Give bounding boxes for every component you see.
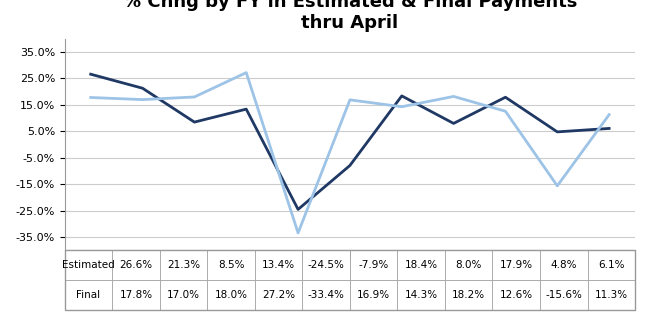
Text: Estimated: Estimated <box>62 260 115 270</box>
FancyBboxPatch shape <box>65 280 112 310</box>
FancyBboxPatch shape <box>492 280 540 310</box>
Text: 13.4%: 13.4% <box>262 260 295 270</box>
FancyBboxPatch shape <box>540 280 588 310</box>
Text: 12.6%: 12.6% <box>500 290 533 300</box>
FancyBboxPatch shape <box>112 250 160 280</box>
Text: 06: 06 <box>135 255 150 264</box>
Text: 09: 09 <box>291 255 305 264</box>
FancyBboxPatch shape <box>112 280 160 310</box>
FancyBboxPatch shape <box>207 280 255 310</box>
FancyBboxPatch shape <box>445 280 492 310</box>
FancyBboxPatch shape <box>588 280 635 310</box>
FancyBboxPatch shape <box>397 250 445 280</box>
Text: 17.8%: 17.8% <box>119 290 153 300</box>
Text: 07: 07 <box>187 255 202 264</box>
Text: 11: 11 <box>395 255 409 264</box>
FancyBboxPatch shape <box>255 280 303 310</box>
FancyBboxPatch shape <box>65 250 112 280</box>
Text: 18.4%: 18.4% <box>404 260 438 270</box>
Text: -15.6%: -15.6% <box>546 290 582 300</box>
FancyBboxPatch shape <box>540 250 588 280</box>
FancyBboxPatch shape <box>588 250 635 280</box>
Text: 14: 14 <box>550 255 564 264</box>
Text: 10: 10 <box>343 255 357 264</box>
Text: 18.0%: 18.0% <box>214 290 248 300</box>
Text: 16.9%: 16.9% <box>357 290 390 300</box>
Text: 8.5%: 8.5% <box>218 260 244 270</box>
FancyBboxPatch shape <box>255 250 303 280</box>
Text: 17.0%: 17.0% <box>167 290 200 300</box>
FancyBboxPatch shape <box>397 280 445 310</box>
FancyBboxPatch shape <box>303 250 350 280</box>
Text: 11.3%: 11.3% <box>595 290 628 300</box>
Text: Final: Final <box>76 290 100 300</box>
FancyBboxPatch shape <box>492 250 540 280</box>
FancyBboxPatch shape <box>160 280 207 310</box>
Text: 8.0%: 8.0% <box>456 260 482 270</box>
Text: 18.2%: 18.2% <box>452 290 485 300</box>
FancyBboxPatch shape <box>350 280 397 310</box>
Text: 4.8%: 4.8% <box>551 260 577 270</box>
Text: -24.5%: -24.5% <box>308 260 345 270</box>
Text: 05: 05 <box>84 255 98 264</box>
Text: 26.6%: 26.6% <box>119 260 153 270</box>
FancyBboxPatch shape <box>445 250 492 280</box>
Text: 21.3%: 21.3% <box>167 260 200 270</box>
FancyBboxPatch shape <box>350 250 397 280</box>
Text: 08: 08 <box>239 255 253 264</box>
Text: 12: 12 <box>446 255 461 264</box>
Title: % Chng by FY in Estimated & Final Payments
thru April: % Chng by FY in Estimated & Final Paymen… <box>122 0 577 32</box>
FancyBboxPatch shape <box>160 250 207 280</box>
Text: -7.9%: -7.9% <box>358 260 389 270</box>
Text: 17.9%: 17.9% <box>500 260 533 270</box>
Text: 14.3%: 14.3% <box>404 290 438 300</box>
Text: 6.1%: 6.1% <box>598 260 625 270</box>
Text: 27.2%: 27.2% <box>262 290 295 300</box>
Text: 13: 13 <box>498 255 513 264</box>
Text: -33.4%: -33.4% <box>308 290 345 300</box>
Text: 15
YTD: 15 YTD <box>598 255 620 276</box>
FancyBboxPatch shape <box>303 280 350 310</box>
FancyBboxPatch shape <box>207 250 255 280</box>
